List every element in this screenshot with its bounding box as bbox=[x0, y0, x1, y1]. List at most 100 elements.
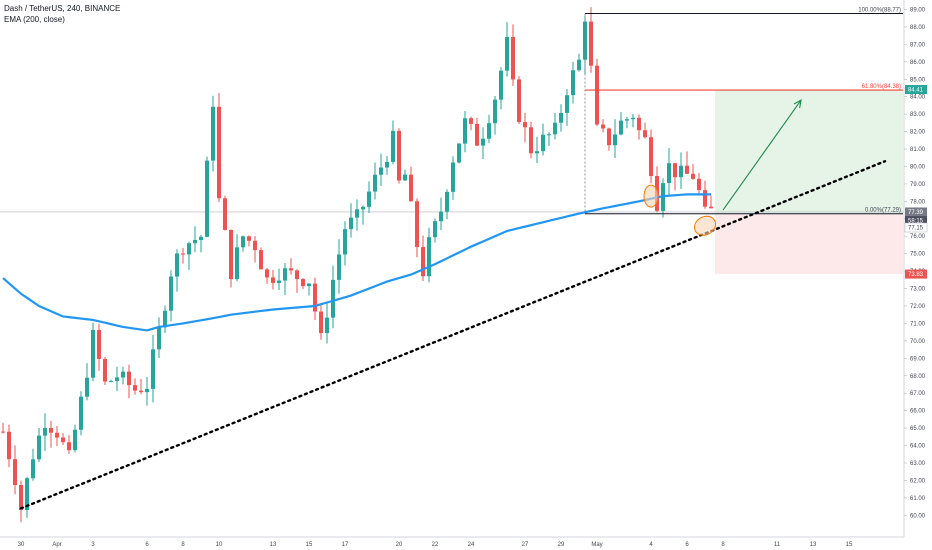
candle bbox=[109, 381, 113, 383]
candle bbox=[631, 117, 635, 120]
price-tick-label: 72.00 bbox=[910, 304, 926, 310]
price-tag-label: 58:15 bbox=[908, 219, 924, 225]
price-tick-label: 63.00 bbox=[910, 461, 926, 467]
candle bbox=[49, 427, 53, 433]
price-tick-label: 86.00 bbox=[910, 60, 926, 66]
candle bbox=[91, 330, 95, 378]
price-tick-label: 70.00 bbox=[910, 339, 926, 345]
candle bbox=[601, 124, 605, 129]
candle bbox=[37, 435, 41, 460]
chart-header: Dash / TetherUS, 240, BINANCE EMA (200, … bbox=[4, 3, 120, 25]
candle bbox=[691, 173, 695, 179]
support-trendline[interactable] bbox=[19, 160, 887, 510]
price-tag-label: 73.83 bbox=[908, 272, 924, 278]
ema-200-line bbox=[2, 193, 711, 332]
time-tick-label: 29 bbox=[558, 542, 565, 548]
fib-level-label: 61.80%(84.38) bbox=[862, 84, 901, 90]
highlight-ellipse[interactable] bbox=[643, 184, 659, 208]
time-tick-label: May bbox=[591, 542, 602, 548]
candle bbox=[577, 59, 581, 71]
candle bbox=[313, 283, 317, 312]
candle bbox=[469, 118, 473, 124]
highlight-ellipse[interactable] bbox=[691, 212, 719, 239]
price-tag bbox=[905, 269, 927, 279]
candle bbox=[373, 174, 377, 192]
time-tick-label: 4 bbox=[649, 542, 653, 548]
candle bbox=[43, 427, 47, 436]
candle bbox=[547, 134, 551, 136]
candle bbox=[19, 484, 23, 511]
candle bbox=[643, 130, 647, 138]
candle bbox=[259, 250, 263, 270]
candle bbox=[13, 459, 17, 485]
candle bbox=[85, 377, 89, 397]
price-tick-label: 61.00 bbox=[910, 496, 926, 502]
price-tick-label: 85.00 bbox=[910, 77, 926, 83]
candle bbox=[79, 396, 83, 430]
candle bbox=[253, 240, 257, 251]
candle bbox=[211, 106, 215, 161]
time-axis[interactable] bbox=[0, 537, 904, 550]
candle bbox=[565, 95, 569, 113]
candle bbox=[97, 330, 101, 359]
candle bbox=[307, 283, 311, 287]
candle bbox=[379, 167, 383, 175]
time-tick-label: Apr bbox=[52, 542, 61, 548]
candle bbox=[439, 211, 443, 222]
candle bbox=[529, 127, 533, 154]
time-tick-label: 15 bbox=[306, 542, 313, 548]
candle bbox=[127, 371, 131, 386]
candle bbox=[415, 201, 419, 248]
time-tick-label: 13 bbox=[810, 542, 817, 548]
candle bbox=[613, 134, 617, 146]
candle bbox=[499, 70, 503, 100]
price-tick-label: 84.00 bbox=[910, 95, 926, 101]
time-tick-label: 8 bbox=[721, 542, 725, 548]
candle bbox=[31, 459, 35, 479]
candle bbox=[61, 437, 65, 443]
candle bbox=[481, 138, 485, 146]
price-tick-label: 80.00 bbox=[910, 164, 926, 170]
candle bbox=[7, 431, 11, 460]
candle bbox=[337, 254, 341, 280]
candle bbox=[649, 137, 653, 177]
candle bbox=[151, 349, 155, 389]
candle bbox=[487, 123, 491, 139]
candle bbox=[457, 143, 461, 163]
price-tick-label: 87.00 bbox=[910, 42, 926, 48]
candle bbox=[427, 237, 431, 277]
candle bbox=[199, 236, 203, 240]
price-tick-label: 83.00 bbox=[910, 112, 926, 118]
candle bbox=[343, 229, 347, 255]
candle bbox=[349, 217, 353, 230]
time-tick-label: 30 bbox=[18, 542, 25, 548]
time-tick-label: 11 bbox=[774, 542, 781, 548]
candle bbox=[403, 174, 407, 181]
target-zone bbox=[715, 89, 903, 214]
candle bbox=[205, 160, 209, 237]
candle bbox=[277, 280, 281, 283]
time-tick-label: 27 bbox=[522, 542, 529, 548]
candle bbox=[619, 120, 623, 135]
candle bbox=[283, 268, 287, 281]
candle bbox=[463, 118, 467, 144]
candle bbox=[121, 371, 125, 378]
price-tick-label: 71.00 bbox=[910, 321, 926, 327]
price-tick-label: 69.00 bbox=[910, 356, 926, 362]
time-tick-label: 17 bbox=[342, 542, 349, 548]
candle bbox=[103, 358, 107, 382]
candle bbox=[625, 119, 629, 121]
candle bbox=[133, 385, 137, 391]
price-tick-label: 68.00 bbox=[910, 374, 926, 380]
candle bbox=[433, 221, 437, 238]
price-tick-label: 62.00 bbox=[910, 478, 926, 484]
candle bbox=[175, 253, 179, 277]
candle bbox=[409, 174, 413, 202]
candle bbox=[241, 236, 245, 248]
price-tick-label: 64.00 bbox=[910, 444, 926, 450]
candle bbox=[553, 122, 557, 135]
candle bbox=[511, 36, 515, 80]
candle bbox=[229, 229, 233, 280]
